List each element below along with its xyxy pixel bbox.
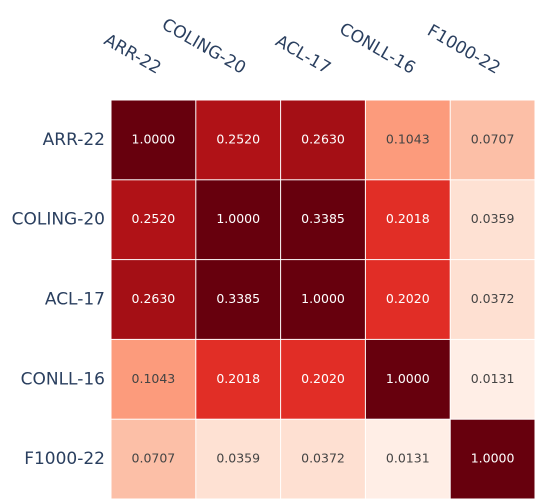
heatmap-cell — [365, 419, 450, 499]
cell-label: 0.1043 — [386, 131, 430, 146]
cell-label: 0.2520 — [132, 211, 176, 226]
heatmap-cell — [365, 339, 450, 419]
heatmap-cell — [281, 180, 365, 260]
cell-label: 1.0000 — [216, 211, 260, 226]
heatmap-cell — [196, 339, 281, 419]
heatmap-cell — [450, 339, 535, 419]
cell-label: 1.0000 — [301, 291, 345, 306]
cell-label: 0.2020 — [301, 371, 345, 386]
y-tick-label: F1000-22 — [24, 449, 105, 469]
cell-label: 0.2630 — [132, 291, 176, 306]
x-tick-label: CONLL-16 — [336, 19, 419, 79]
cell-label: 0.2020 — [386, 291, 430, 306]
cell-label: 1.0000 — [386, 371, 430, 386]
cell-label: 0.0372 — [301, 451, 345, 466]
heatmap-cell — [450, 100, 535, 180]
cell-label: 0.0359 — [216, 451, 260, 466]
heatmap-cell — [450, 180, 535, 260]
heatmap-cell — [365, 100, 450, 180]
heatmap-cell — [196, 419, 281, 499]
x-tick-label: F1000-22 — [424, 21, 504, 79]
heatmap-cell — [365, 180, 450, 260]
heatmap-cell — [450, 419, 535, 499]
y-tick-label: ACL-17 — [45, 290, 105, 310]
x-tick-label: COLING-20 — [158, 15, 249, 79]
cell-label: 1.0000 — [132, 131, 176, 146]
cell-label: 0.3385 — [301, 211, 345, 226]
x-tick-label: ACL-17 — [272, 31, 334, 78]
heatmap-cell — [196, 260, 281, 339]
heatmap-cell — [111, 339, 196, 419]
cell-label: 0.2018 — [216, 371, 260, 386]
cell-label: 0.0707 — [132, 451, 176, 466]
cell-label: 0.0359 — [471, 211, 515, 226]
heatmap-cell — [281, 339, 365, 419]
heatmap-cell — [196, 180, 281, 260]
heatmap-cell — [111, 419, 196, 499]
cell-label: 0.3385 — [216, 291, 260, 306]
cell-label: 1.0000 — [471, 451, 515, 466]
x-tick-label: ARR-22 — [100, 30, 164, 78]
y-tick-label: ARR-22 — [43, 130, 105, 150]
heatmap-cell — [281, 100, 365, 180]
cell-label: 0.0131 — [386, 451, 430, 466]
heatmap-cell — [196, 100, 281, 180]
cell-label: 0.2630 — [301, 131, 345, 146]
heatmap-cell — [365, 260, 450, 339]
heatmap-cell — [111, 180, 196, 260]
cell-label: 0.0372 — [471, 291, 515, 306]
heatmap-cell — [281, 260, 365, 339]
heatmap-cell — [111, 260, 196, 339]
cell-label: 0.2520 — [216, 131, 260, 146]
heatmap-cell — [111, 100, 196, 180]
heatmap-cell — [450, 260, 535, 339]
heatmap-cell — [281, 419, 365, 499]
cell-label: 0.0131 — [471, 371, 515, 386]
cell-label: 0.2018 — [386, 211, 430, 226]
y-tick-label: COLING-20 — [12, 210, 105, 230]
y-tick-label: CONLL-16 — [21, 369, 105, 389]
cell-label: 0.0707 — [471, 131, 515, 146]
cell-label: 0.1043 — [132, 371, 176, 386]
